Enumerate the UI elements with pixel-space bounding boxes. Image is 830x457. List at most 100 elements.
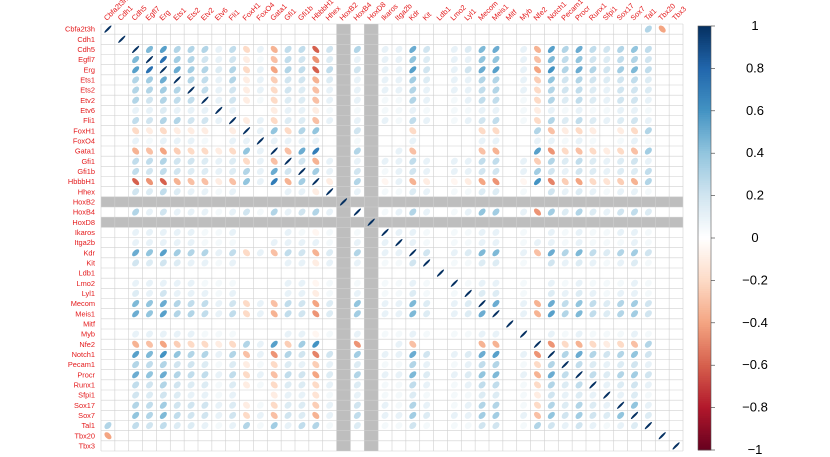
colorbar-step [698, 125, 711, 129]
corr-ellipse-HoxB4-Gata1 [270, 208, 278, 216]
corr-ellipse-Sfpi1-Egfl7 [146, 391, 153, 399]
row-label-cdh1: Cdh1 [77, 35, 95, 44]
corr-ellipse-Lmo2-Etv2 [201, 279, 209, 287]
colorbar-step [698, 185, 711, 188]
colorbar-step [698, 174, 711, 177]
corr-ellipse-Tal1-Itga2b [395, 422, 403, 430]
corr-ellipse-Erg-Fli1 [229, 66, 237, 74]
colorbar-step [698, 199, 711, 203]
corr-ellipse-Erg-Gata1 [270, 66, 278, 74]
corr-ellipse-Cdh5-HoxB4 [353, 45, 361, 53]
corr-ellipse-Meis1-Gata1 [270, 310, 278, 318]
corr-ellipse-Kdr-Gfi1 [284, 249, 292, 257]
corr-ellipse-Cbfa2t3h-Ikaros [381, 25, 389, 33]
corr-ellipse-Procr-Lyl1 [464, 371, 472, 379]
corr-ellipse-Kit-Procr [575, 259, 583, 267]
corr-ellipse-Ikaros-Erg [159, 228, 167, 236]
corr-ellipse-Pecam1-Ets1 [173, 361, 181, 369]
corr-ellipse-Egfl7-Cdh5 [132, 56, 140, 64]
corr-ellipse-Erg-FoxH1 [242, 66, 251, 74]
corr-ellipse-Nfe2-Egfl7 [145, 340, 154, 348]
corr-ellipse-Ldb1-Itga2b [395, 269, 403, 277]
corr-ellipse-FoxO4-Tbx20 [658, 137, 666, 145]
corr-ellipse-Lmo2-Nfe2 [534, 279, 541, 287]
colorbar-step [698, 322, 711, 326]
corr-ellipse-Gfi1-Ets2 [187, 157, 195, 165]
corr-ellipse-HbbbH1-Nfe2 [533, 178, 542, 186]
corr-ellipse-Lyl1-Sox7 [631, 289, 638, 297]
corr-ellipse-Notch1-Lyl1 [464, 350, 472, 358]
corr-ellipse-Sox17-Ldb1 [437, 401, 444, 409]
corr-ellipse-Nfe2-Gfi1 [284, 340, 292, 348]
corr-ellipse-Notch1-Notch1 [547, 350, 555, 359]
corr-ellipse-Tbx3-Meis1 [492, 442, 500, 450]
corr-ellipse-Egfl7-Notch1 [547, 56, 555, 64]
corr-ellipse-Etv6-Hhex [326, 106, 334, 114]
corr-ellipse-Myb-Erg [159, 330, 167, 338]
corr-ellipse-Sox7-Ikaros [381, 411, 389, 419]
corr-ellipse-Notch1-Cdh1 [118, 350, 126, 358]
corr-ellipse-Mecom-Tbx20 [658, 300, 666, 308]
corr-ellipse-Tal1-Kdr [409, 422, 417, 430]
corr-ellipse-Erg-Ikaros [381, 66, 389, 74]
colorbar-step [698, 428, 711, 432]
corr-ellipse-Mitf-Cdh5 [132, 320, 140, 328]
corr-ellipse-FoxH1-Ldb1 [437, 127, 444, 135]
corr-ellipse-Etv2-Kdr [409, 96, 417, 104]
corr-ellipse-Mecom-Nfe2 [533, 300, 542, 308]
corr-ellipse-Cbfa2t3h-FoxO4 [256, 25, 264, 33]
corr-ellipse-Gata1-Etv2 [201, 147, 209, 155]
corr-ellipse-Cdh1-Cdh5 [132, 35, 140, 43]
colorbar-step [698, 257, 711, 260]
corr-ellipse-Runx1-Pecam1 [561, 381, 569, 389]
corr-ellipse-Ets2-Ldb1 [437, 86, 444, 94]
corr-ellipse-Ets2-Sfpi1 [603, 86, 611, 94]
corr-ellipse-Runx1-Lyl1 [464, 381, 472, 389]
corr-ellipse-Mitf-Notch1 [547, 320, 555, 328]
corr-ellipse-Cbfa2t3h-Fli1 [229, 25, 237, 33]
corr-ellipse-Cbfa2t3h-Gata1 [270, 25, 278, 33]
corr-ellipse-Gata1-Myb [520, 147, 528, 155]
row-label-gata1: Gata1 [75, 147, 95, 156]
corr-ellipse-Kdr-Gata1 [270, 249, 278, 257]
corr-ellipse-Erg-Runx1 [589, 66, 597, 74]
colorbar-tick-label: −1 [748, 442, 763, 457]
corr-ellipse-Ets1-Sfpi1 [603, 76, 611, 84]
corr-ellipse-Sfpi1-Itga2b [395, 391, 403, 399]
corr-ellipse-Mitf-HbbbH1 [312, 320, 320, 328]
corr-ellipse-Mecom-Mecom [478, 299, 486, 308]
corr-ellipse-Gfi1b-FoxO4 [256, 167, 264, 175]
colorbar-step [698, 344, 711, 347]
corr-ellipse-Ikaros-Kit [423, 228, 431, 236]
corr-ellipse-Itga2b-Cbfa2t3h [104, 239, 112, 247]
corr-ellipse-Procr-Itga2b [395, 371, 403, 379]
corr-ellipse-FoxO4-Mitf [506, 137, 514, 145]
corr-ellipse-Gata1-Egfl7 [145, 147, 154, 155]
corr-ellipse-Mecom-Sfpi1 [603, 300, 611, 308]
colorbar-tick-label: −0.6 [742, 357, 768, 372]
colorbar-step [698, 140, 711, 143]
corr-ellipse-Cdh1-Procr [575, 35, 583, 43]
corr-ellipse-Notch1-FoxH1 [242, 350, 251, 358]
corr-ellipse-Sfpi1-Tbx3 [672, 391, 680, 399]
corr-ellipse-Ikaros-HoxB4 [353, 228, 361, 236]
corr-ellipse-Tal1-Nfe2 [533, 422, 542, 430]
corr-ellipse-Kit-Gfi1b [298, 259, 306, 267]
row-label-kit: Kit [86, 259, 95, 268]
corr-ellipse-Sfpi1-Kit [423, 391, 431, 399]
colorbar-step [698, 38, 711, 42]
corr-ellipse-Tbx3-Myb [520, 442, 528, 450]
corr-ellipse-Ikaros-Mitf [506, 228, 514, 236]
corr-ellipse-FoxH1-Gata1 [270, 127, 278, 135]
corr-ellipse-HbbbH1-Sfpi1 [603, 178, 611, 186]
corr-ellipse-Cdh1-Kit [423, 35, 431, 43]
corr-ellipse-Kit-Etv6 [215, 259, 223, 267]
corr-ellipse-FoxH1-FoxO4 [256, 127, 264, 135]
corr-ellipse-Meis1-Gfi1b [298, 310, 306, 318]
corr-ellipse-Sfpi1-Sox17 [617, 391, 625, 399]
corr-ellipse-Ets1-Tal1 [644, 76, 652, 84]
corr-ellipse-Gfi1b-Meis1 [492, 167, 500, 175]
corr-ellipse-Tbx20-Cdh1 [118, 432, 126, 440]
corr-ellipse-Etv6-HbbbH1 [312, 106, 320, 114]
